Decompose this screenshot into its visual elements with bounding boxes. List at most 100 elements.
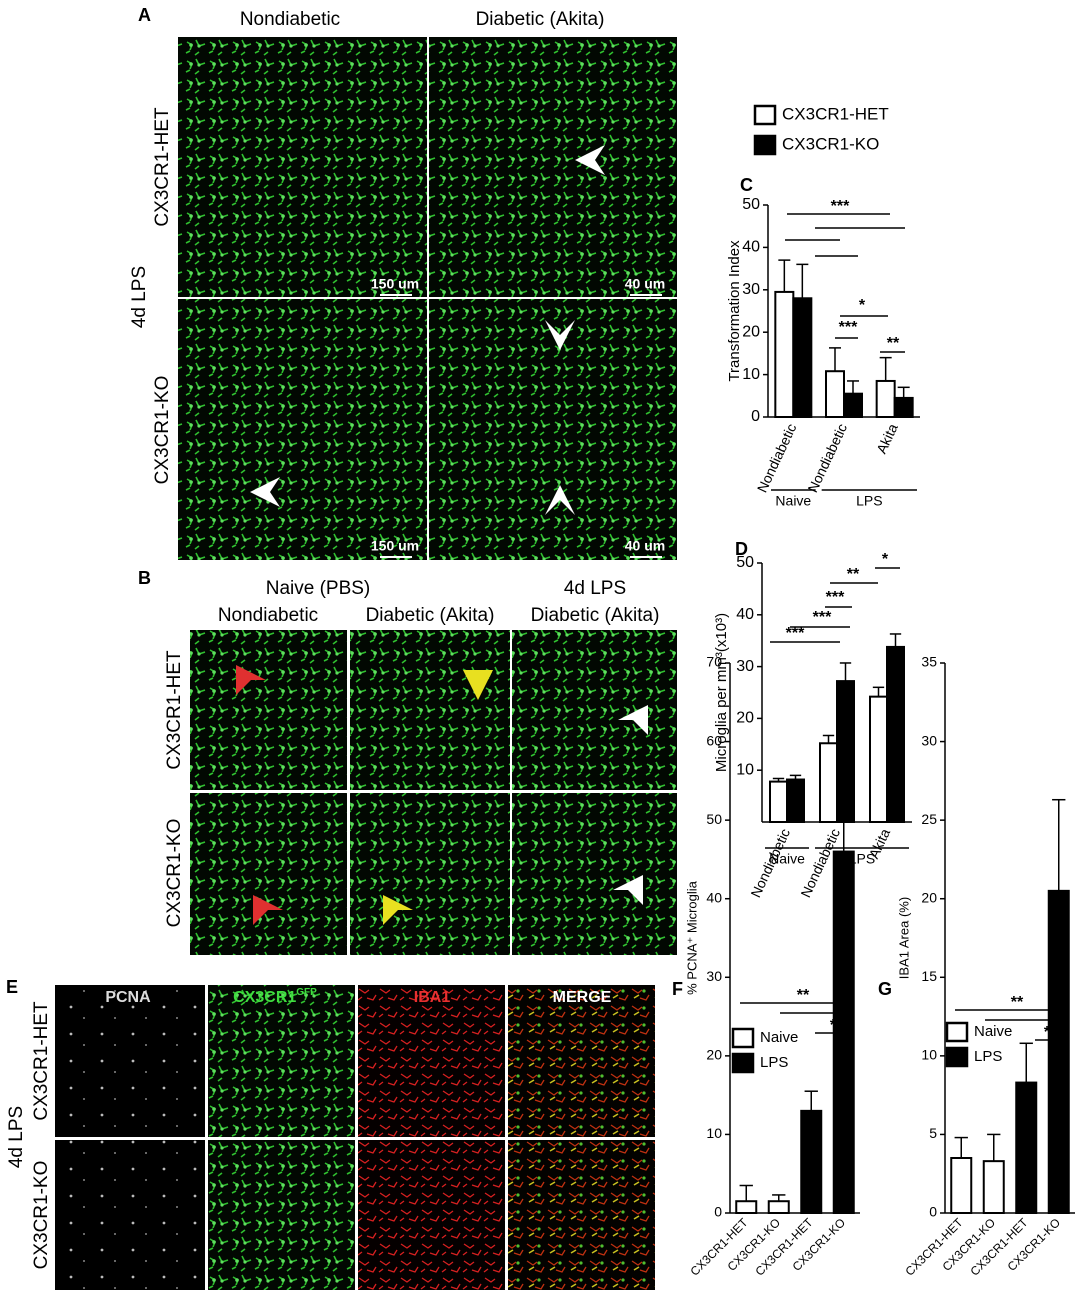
legend-swatch (753, 134, 777, 156)
y-tick-label: 40 (706, 889, 722, 905)
panel-letter: G (878, 979, 892, 999)
side-label: 4d LPS (129, 266, 150, 328)
y-tick-label: 40 (736, 606, 754, 623)
significance-label: * (859, 297, 866, 314)
legend-label: CX3CR1-HET (782, 104, 889, 123)
group-label: Naive (775, 493, 811, 509)
legend-swatch (945, 1046, 969, 1068)
y-axis-label: Microglia per mm³(x10³) (713, 613, 730, 772)
y-axis-label: IBA1 Area (%) (896, 897, 911, 979)
legend-label: CX3CR1-KO (782, 134, 879, 153)
legend-label: LPS (760, 1054, 788, 1071)
column-label: Nondiabetic (240, 9, 340, 30)
group-label: Naive (769, 851, 805, 867)
bar (1015, 1081, 1038, 1214)
bar (843, 392, 863, 418)
significance-label: ** (847, 566, 860, 583)
significance-label: *** (839, 319, 858, 336)
y-tick-label: 15 (921, 968, 937, 984)
bar (786, 778, 805, 823)
bar (869, 695, 888, 823)
channel-label: IBA1 (414, 989, 451, 1006)
row-label: CX3CR1-KO (152, 376, 173, 485)
bar (767, 1200, 790, 1214)
significance-label: * (882, 551, 889, 568)
y-tick-label: 0 (929, 1204, 937, 1220)
significance-label: * (830, 1017, 837, 1034)
significance-label: *** (786, 625, 805, 642)
scale-bar-label: 150 um (371, 538, 419, 554)
group-label: LPS (849, 851, 875, 867)
panel-e-row-labels: CX3CR1-HET CX3CR1-KO 4d LPS (6, 1001, 52, 1269)
row-label: CX3CR1-HET (31, 1001, 52, 1121)
legend-swatch (731, 1027, 755, 1049)
panel-a-images (178, 37, 677, 560)
y-tick-label: 50 (742, 196, 760, 213)
column-label: Diabetic (Akita) (476, 9, 605, 30)
y-tick-label: 0 (714, 1204, 722, 1220)
x-tick-label: Nondiabetic (804, 421, 850, 495)
bar (825, 370, 845, 419)
panel-b-images (190, 630, 677, 955)
row-label: CX3CR1-HET (164, 650, 185, 770)
y-tick-label: 30 (736, 658, 754, 675)
y-tick-label: 20 (706, 1047, 722, 1063)
y-axis-label: Transformation Index (726, 240, 743, 382)
significance-label: *** (831, 198, 850, 215)
bar (950, 1157, 973, 1214)
panel-letter: D (735, 539, 748, 559)
channel-label: MERGE (553, 989, 612, 1006)
legend-swatch (945, 1021, 969, 1043)
bar (886, 645, 905, 824)
column-label: Diabetic (Akita) (366, 605, 495, 626)
y-tick-label: 30 (921, 732, 937, 748)
group-label: LPS (856, 493, 882, 509)
side-label: 4d LPS (6, 1106, 27, 1168)
significance-label: ** (1011, 994, 1024, 1011)
legend-swatch (731, 1052, 755, 1074)
panel-letter: F (672, 979, 683, 999)
panel-letter: A (138, 5, 151, 25)
channel-label: PCNA (105, 989, 151, 1006)
channel-name: CX3CR1 (233, 989, 296, 1006)
y-tick-label: 20 (736, 710, 754, 727)
legend-label: LPS (974, 1048, 1002, 1065)
y-tick-label: 70 (706, 654, 722, 670)
scale-bar-label: 150 um (371, 276, 419, 292)
panel-letter: C (740, 175, 753, 195)
bar (792, 297, 813, 418)
y-tick-label: 5 (929, 1125, 937, 1141)
y-axis-label: % PCNA⁺ Microglia (684, 880, 699, 995)
row-label: CX3CR1-KO (31, 1161, 52, 1270)
y-tick-label: 10 (736, 761, 754, 778)
y-tick-label: 20 (742, 323, 760, 340)
y-tick-label: 20 (921, 889, 937, 905)
legend-swatch (753, 104, 777, 126)
scale-bars: 150 um 40 um 150 um 40 um (371, 276, 665, 558)
bar (1047, 889, 1070, 1214)
bar (800, 1109, 823, 1215)
panel-a-labels: Nondiabetic Diabetic (Akita) CX3CR1-HET … (129, 9, 604, 484)
significance-label: *** (826, 589, 845, 606)
panel-e-images (55, 985, 655, 1290)
y-tick-label: 60 (706, 732, 722, 748)
y-tick-label: 30 (706, 968, 722, 984)
bar (774, 290, 795, 419)
panel-b-labels: Naive (PBS) 4d LPS Nondiabetic Diabetic … (164, 578, 659, 927)
column-group-label: 4d LPS (564, 578, 626, 599)
scale-bar-label: 40 um (625, 276, 665, 292)
column-label: Diabetic (Akita) (531, 605, 660, 626)
y-tick-label: 10 (742, 366, 760, 383)
y-tick-label: 35 (921, 654, 937, 670)
bar (893, 396, 914, 419)
y-tick-label: 10 (706, 1125, 722, 1141)
x-tick-label: Nondiabetic (754, 421, 800, 495)
x-tick-label: Akita (873, 421, 901, 456)
bar (769, 780, 788, 824)
y-tick-label: 30 (742, 281, 760, 298)
y-tick-label: 50 (706, 811, 722, 827)
panel-letter: B (138, 568, 151, 588)
y-tick-label: 10 (921, 1047, 937, 1063)
channel-label: CX3CR1GFP (233, 987, 317, 1007)
legend-label: Naive (760, 1029, 798, 1046)
